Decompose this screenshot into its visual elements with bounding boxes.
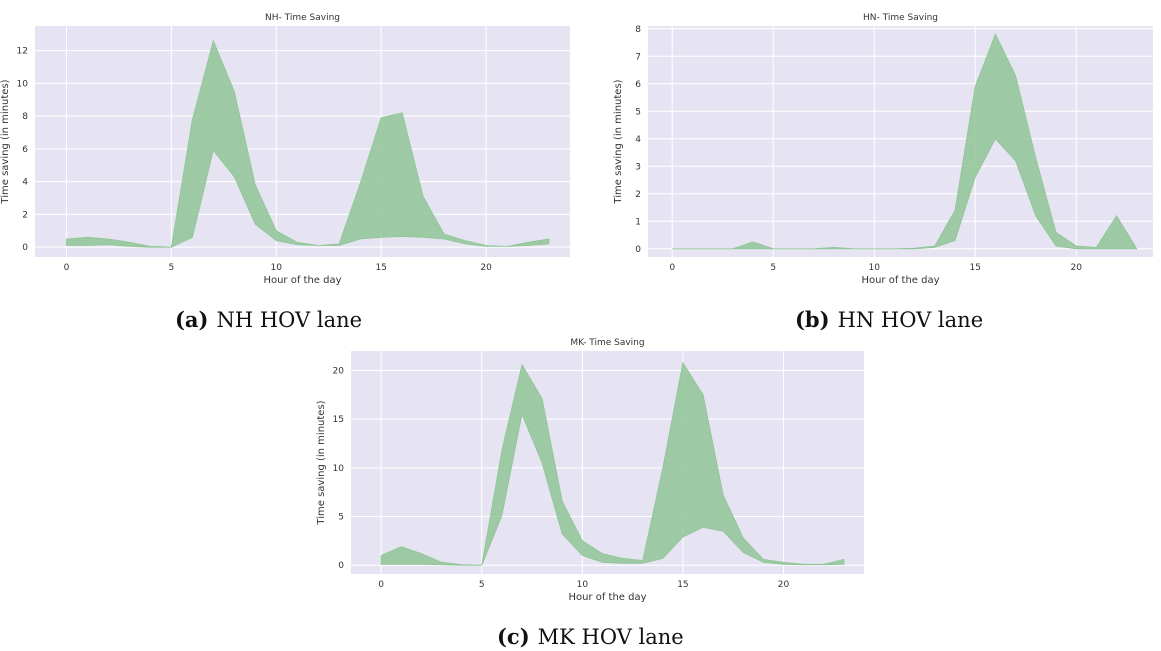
nh-xtick-label-5: 5 [169, 263, 175, 273]
mk-ytick-label-20: 20 [333, 366, 345, 376]
chart-mk-svg: 0 5 10 15 20 0 5 10 15 20 MK- Time Saving Hour of t… [316, 338, 864, 603]
hn-ytick-label-6: 6 [635, 80, 641, 90]
hn-chart-title: HN- Time Saving [863, 13, 938, 23]
nh-ytick-label-8: 8 [22, 112, 28, 122]
hn-y-axis-label: Time saving (in minutes) [613, 79, 624, 204]
mk-ytick-label-15: 15 [333, 415, 344, 425]
mk-xtick-label-5: 5 [479, 580, 485, 590]
mk-xtick-label-15: 15 [677, 580, 688, 590]
nh-ytick-label-6: 6 [22, 145, 28, 155]
mk-plot-background [351, 351, 864, 574]
hn-ytick-label-5: 5 [635, 107, 641, 117]
nh-xtick-label-15: 15 [375, 263, 386, 273]
hn-fill-band [672, 33, 1138, 250]
caption-nh-label: (a) [175, 307, 209, 332]
caption-nh-text: NH HOV lane [216, 308, 363, 332]
mk-ytick-label-0: 0 [338, 561, 344, 571]
hn-ytick-label-7: 7 [635, 52, 641, 62]
nh-xtick-label-20: 20 [480, 263, 492, 273]
mk-chart-title: MK- Time Saving [570, 338, 644, 348]
mk-xtick-label-10: 10 [577, 580, 589, 590]
nh-ytick-label-0: 0 [22, 243, 28, 253]
hn-ytick-label-3: 3 [635, 162, 641, 172]
mk-ytick-label-10: 10 [333, 464, 345, 474]
nh-ytick-label-2: 2 [22, 210, 28, 220]
chart-nh-time-saving: 0 5 10 15 20 0 2 4 6 8 10 12 NH- Time Saving Hour of … [0, 0, 580, 298]
nh-chart-title: NH- Time Saving [265, 13, 340, 23]
chart-hn-svg: 0 5 10 15 20 0 1 2 3 4 5 6 7 8 HN- Time Saving Hour of … [613, 13, 1153, 286]
hn-ytick-label-2: 2 [635, 190, 641, 200]
caption-mk: (c) MK HOV lane [497, 624, 684, 649]
hn-plot-background [648, 26, 1153, 257]
nh-xtick-label-10: 10 [271, 263, 283, 273]
nh-ytick-label-12: 12 [17, 47, 28, 57]
mk-y-axis-label: Time saving (in minutes) [316, 400, 327, 525]
nh-y-axis-label: Time saving (in minutes) [0, 79, 11, 204]
hn-ytick-label-1: 1 [635, 217, 641, 227]
mk-x-axis-label: Hour of the day [568, 592, 646, 603]
mk-xtick-label-20: 20 [778, 580, 790, 590]
nh-fill-band [66, 39, 550, 248]
nh-ytick-label-10: 10 [17, 79, 29, 89]
hn-ytick-label-8: 8 [635, 25, 641, 35]
chart-nh-svg: 0 5 10 15 20 0 2 4 6 8 10 12 NH- Time Saving Hour of … [0, 13, 570, 286]
hn-xtick-label-0: 0 [669, 263, 675, 273]
nh-ytick-label-4: 4 [22, 178, 28, 188]
caption-hn: (b) HN HOV lane [795, 307, 983, 332]
chart-mk-time-saving: 0 5 10 15 20 0 5 10 15 20 MK- Time Saving Hour of t… [298, 335, 878, 615]
nh-plot-background [35, 26, 570, 257]
mk-fill-band [380, 361, 845, 566]
nh-x-axis-label: Hour of the day [263, 275, 341, 286]
hn-xtick-label-20: 20 [1071, 263, 1083, 273]
hn-xtick-label-5: 5 [770, 263, 776, 273]
nh-xtick-label-0: 0 [64, 263, 70, 273]
caption-mk-text: MK HOV lane [537, 625, 684, 649]
hn-ytick-label-4: 4 [635, 135, 641, 145]
hn-x-axis-label: Hour of the day [861, 275, 939, 286]
caption-nh: (a) NH HOV lane [175, 307, 362, 332]
hn-ytick-label-0: 0 [635, 245, 641, 255]
caption-hn-label: (b) [795, 307, 830, 332]
caption-mk-label: (c) [497, 624, 530, 649]
chart-hn-time-saving: 0 5 10 15 20 0 1 2 3 4 5 6 7 8 HN- Time Saving Hour of … [595, 0, 1161, 298]
hn-xtick-label-15: 15 [970, 263, 981, 273]
caption-hn-text: HN HOV lane [837, 308, 984, 332]
mk-xtick-label-0: 0 [378, 580, 384, 590]
hn-xtick-label-10: 10 [869, 263, 881, 273]
mk-ytick-label-5: 5 [338, 513, 344, 523]
